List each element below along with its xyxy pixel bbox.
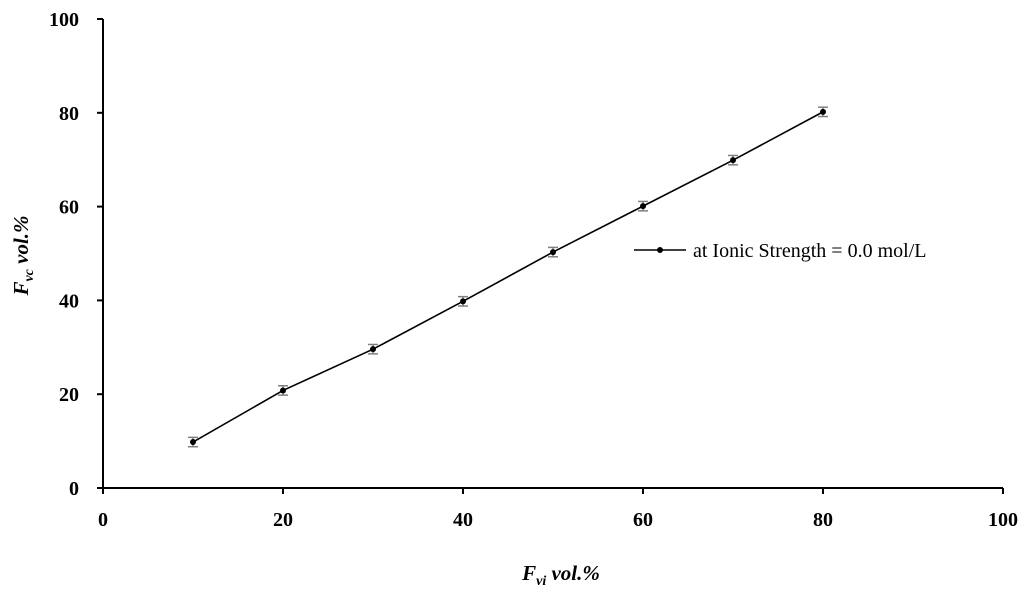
y-axis-title-sub: vc: [22, 268, 37, 281]
y-tick-label: 100: [49, 9, 79, 31]
series-line: [192, 111, 824, 443]
y-axis-title-main: F: [9, 282, 33, 297]
y-tick-label: 60: [59, 197, 79, 219]
x-axis-title-main: F: [521, 561, 536, 585]
data-point: [190, 439, 196, 446]
y-tick-label: 40: [59, 290, 79, 312]
x-axis-title: Fvi vol.%: [521, 561, 600, 589]
axes: [102, 19, 1003, 489]
data-point: [370, 346, 376, 353]
x-axis-title-rest: vol.%: [546, 561, 600, 585]
ticks: 0 20 40 60 80 100 0 20 40 60 80 100: [49, 9, 1018, 531]
legend: at Ionic Strength = 0.0 mol/L: [634, 240, 926, 262]
x-tick-label: 60: [633, 509, 653, 531]
data-point: [280, 387, 286, 394]
legend-point-marker: [657, 247, 663, 253]
y-tick-label: 20: [59, 384, 79, 406]
data-point: [460, 298, 466, 305]
y-axis-title-rest: vol.%: [9, 215, 33, 269]
y-tick-label: 80: [59, 103, 79, 125]
x-tick-label: 80: [813, 509, 833, 531]
x-tick-label: 100: [988, 509, 1018, 531]
data-point: [820, 108, 826, 115]
x-tick-label: 20: [273, 509, 293, 531]
legend-label: at Ionic Strength = 0.0 mol/L: [693, 240, 926, 262]
data-point: [640, 203, 646, 210]
x-tick-label: 0: [98, 509, 108, 531]
x-axis-title-sub: vi: [536, 574, 546, 589]
data-point: [730, 157, 736, 164]
y-axis-title: Fvc vol.%: [9, 215, 37, 296]
x-tick-label: 40: [453, 509, 473, 531]
y-tick-label: 0: [69, 478, 79, 500]
data-point: [550, 249, 556, 256]
series: [188, 106, 828, 448]
